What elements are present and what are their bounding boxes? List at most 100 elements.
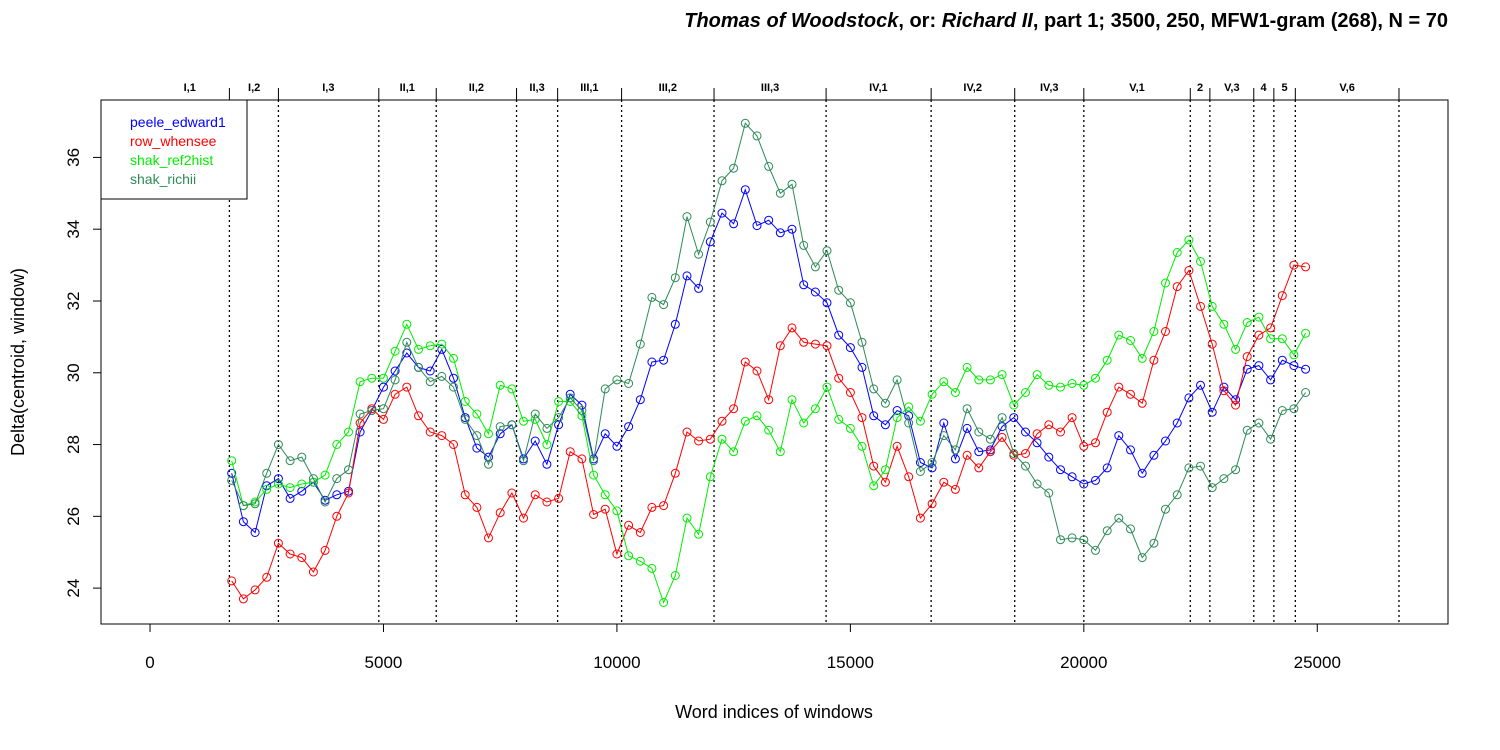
data-point bbox=[892, 375, 902, 385]
data-point bbox=[1207, 339, 1217, 349]
data-point bbox=[1289, 404, 1299, 414]
data-point bbox=[273, 440, 283, 449]
scene-label: II,2 bbox=[469, 82, 484, 94]
data-point bbox=[1137, 553, 1147, 563]
data-point bbox=[647, 292, 657, 302]
data-point bbox=[787, 395, 797, 405]
data-point bbox=[612, 375, 622, 385]
data-point bbox=[1021, 449, 1030, 458]
data-point bbox=[1114, 513, 1124, 523]
data-point bbox=[659, 501, 669, 511]
series-line bbox=[231, 122, 1307, 559]
data-point bbox=[612, 549, 622, 559]
data-point bbox=[682, 212, 692, 222]
data-point bbox=[985, 375, 995, 385]
data-point bbox=[414, 362, 423, 372]
legend-box bbox=[100, 99, 248, 200]
data-point bbox=[775, 188, 785, 198]
data-point bbox=[764, 425, 774, 435]
data-point bbox=[717, 416, 727, 426]
data-point bbox=[285, 456, 295, 466]
data-point bbox=[1254, 361, 1264, 371]
data-point bbox=[1254, 418, 1264, 428]
data-point bbox=[787, 224, 797, 234]
data-point bbox=[484, 533, 493, 543]
data-point bbox=[1172, 418, 1182, 428]
data-point bbox=[495, 429, 505, 439]
data-point bbox=[729, 163, 739, 173]
data-point bbox=[705, 217, 715, 227]
data-point bbox=[262, 484, 272, 494]
data-point bbox=[472, 409, 482, 419]
data-point bbox=[1056, 382, 1065, 392]
data-point bbox=[542, 440, 552, 449]
title-part-3: , part 1; 3500, 250, MFW1-gram (268), N … bbox=[1033, 10, 1448, 32]
x-tick-label: 10000 bbox=[593, 653, 640, 672]
data-point bbox=[1149, 538, 1159, 548]
data-point bbox=[1102, 407, 1112, 417]
data-point bbox=[1009, 413, 1019, 423]
series-group bbox=[227, 118, 1311, 607]
data-point bbox=[1079, 441, 1089, 451]
data-point bbox=[320, 497, 330, 507]
data-point bbox=[379, 373, 388, 383]
scene-label: I,1 bbox=[184, 82, 196, 94]
data-point bbox=[1091, 545, 1100, 555]
data-point bbox=[484, 459, 493, 469]
y-tick-label: 26 bbox=[64, 507, 83, 526]
data-point bbox=[997, 432, 1007, 442]
data-point bbox=[1242, 318, 1252, 327]
data-point bbox=[1254, 330, 1264, 340]
data-point bbox=[869, 481, 879, 491]
data-point bbox=[1032, 438, 1042, 448]
y-tick-label: 36 bbox=[64, 148, 83, 167]
data-point bbox=[402, 348, 412, 358]
data-point bbox=[647, 502, 657, 512]
data-point bbox=[810, 404, 820, 414]
data-point bbox=[635, 395, 645, 405]
series-line bbox=[231, 264, 1306, 600]
data-point bbox=[530, 409, 540, 419]
data-point bbox=[519, 456, 528, 466]
data-point bbox=[542, 423, 552, 433]
data-point bbox=[1149, 355, 1159, 365]
data-point bbox=[227, 468, 237, 478]
data-point bbox=[845, 298, 855, 308]
data-point bbox=[775, 447, 785, 457]
data-point bbox=[1067, 379, 1077, 388]
data-point bbox=[1289, 350, 1299, 360]
series-shak_ref2hist bbox=[227, 235, 1311, 607]
data-point bbox=[355, 377, 365, 387]
data-point bbox=[834, 373, 844, 383]
data-point bbox=[1102, 463, 1112, 473]
data-point bbox=[332, 474, 342, 484]
scene-label: V,6 bbox=[1339, 82, 1355, 94]
data-point bbox=[810, 339, 820, 349]
data-point bbox=[624, 379, 634, 388]
data-point bbox=[262, 468, 272, 478]
data-point bbox=[974, 427, 984, 437]
data-point bbox=[962, 423, 972, 433]
data-point bbox=[472, 502, 482, 512]
data-point bbox=[647, 563, 657, 573]
data-point bbox=[659, 300, 669, 310]
data-point bbox=[1102, 526, 1112, 536]
data-point bbox=[880, 398, 890, 408]
data-point bbox=[425, 427, 435, 437]
data-point bbox=[355, 418, 365, 428]
data-point bbox=[297, 553, 307, 563]
scene-markers: I,1 I,2 I,3 II,1 II,2 II,3 III,1 III,2 III,3 IV,1… bbox=[184, 82, 1400, 624]
data-point bbox=[495, 508, 505, 518]
data-point bbox=[285, 483, 295, 493]
data-point bbox=[367, 373, 377, 383]
data-point bbox=[554, 397, 564, 406]
data-point bbox=[764, 215, 774, 225]
data-point bbox=[1277, 334, 1287, 344]
data-point bbox=[1301, 262, 1311, 272]
data-point bbox=[308, 567, 318, 577]
data-point bbox=[694, 436, 704, 446]
data-point bbox=[519, 416, 528, 426]
data-point bbox=[600, 429, 610, 439]
data-point bbox=[250, 528, 260, 537]
data-point bbox=[577, 406, 587, 415]
